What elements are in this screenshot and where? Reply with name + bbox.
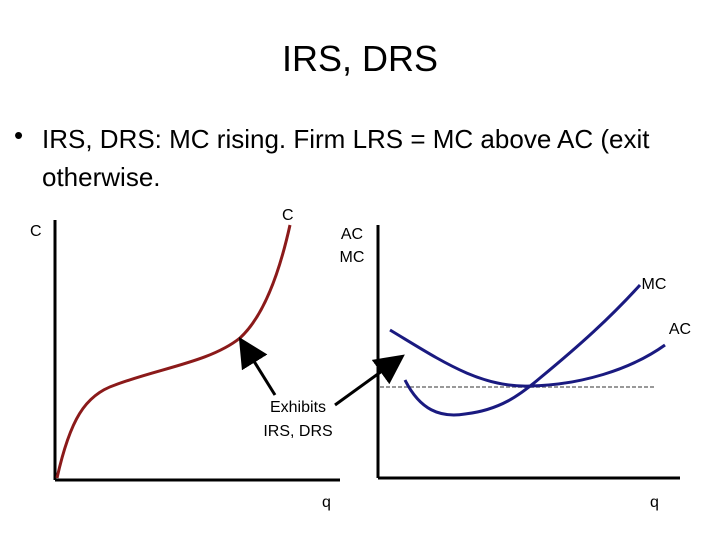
curve-label: C — [282, 207, 294, 224]
x-axis-label: q — [322, 494, 331, 511]
y-axis-label: AC — [341, 226, 363, 243]
curve-label: AC — [669, 321, 691, 338]
annotation-line: Exhibits — [270, 399, 326, 416]
y-axis-label: C — [30, 223, 42, 240]
bullet-text: IRS, DRS: MC rising. Firm LRS = MC above… — [42, 124, 650, 192]
curve-label: MC — [642, 276, 667, 293]
annotation-line: IRS, DRS — [263, 423, 332, 440]
mc-curve — [403, 283, 642, 417]
y-axis-label: MC — [340, 249, 365, 266]
ac-curve — [389, 328, 666, 388]
bullet-marker: • — [14, 120, 24, 150]
slide-title: IRS, DRS — [281, 38, 439, 79]
arrow — [334, 354, 405, 407]
arrow — [238, 336, 277, 396]
x-axis-label: q — [650, 494, 659, 511]
cost-curve — [55, 224, 292, 479]
